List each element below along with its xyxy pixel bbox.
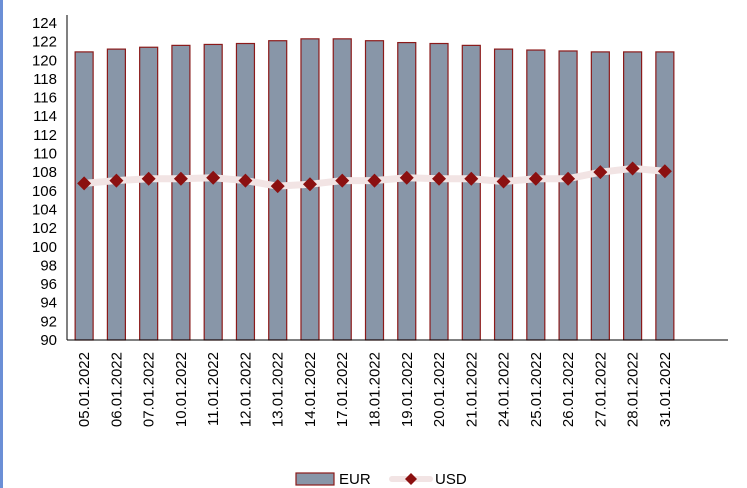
x-tick-label: 24.01.2022 [496,352,513,427]
x-tick-label: 27.01.2022 [592,352,609,427]
legend-swatch-usd-marker [405,473,417,485]
legend-label-eur: EUR [339,471,371,488]
y-tick-label: 110 [33,146,57,163]
eur-bar [526,49,546,341]
y-tick-label: 92 [40,313,57,330]
x-tick-label: 17.01.2022 [334,352,351,427]
eur-bar [106,48,126,341]
x-tick-label: 26.01.2022 [560,352,577,427]
usd-marker [625,161,640,176]
legend-swatch-eur [295,472,335,486]
y-tick-label: 90 [40,332,57,349]
legend: EUR USD [295,471,467,488]
y-tick-label: 100 [32,239,57,256]
eur-bar [74,51,94,341]
x-tick-label: 21.01.2022 [463,352,480,427]
usd-marker [109,173,124,188]
usd-marker [238,173,253,188]
y-tick-label: 120 [32,52,57,69]
eur-bar [397,41,417,341]
x-tick-label: 19.01.2022 [399,352,416,427]
eur-bar [623,51,643,341]
usd-marker [528,171,543,186]
x-tick-label: 06.01.2022 [108,352,125,427]
y-tick-label: 112 [33,127,57,144]
y-tick-label: 116 [33,90,57,107]
x-tick-label: 28.01.2022 [625,352,642,427]
usd-marker [206,170,221,185]
y-tick-label: 106 [32,183,57,200]
y-tick-label: 98 [40,257,57,274]
legend-label-usd: USD [435,471,467,488]
usd-marker [657,164,672,179]
usd-marker [367,173,382,188]
y-tick-label: 118 [33,71,57,88]
eur-bar [590,51,610,341]
eur-bar [171,44,191,341]
y-tick-label: 94 [40,295,57,312]
usd-marker [593,165,608,180]
x-tick-label: 18.01.2022 [367,352,384,427]
x-tick-label: 14.01.2022 [302,352,319,427]
usd-marker [77,176,92,191]
x-tick-label: 12.01.2022 [237,352,254,427]
y-tick-label: 102 [32,220,57,237]
usd-marker [561,171,576,186]
y-tick-label: 96 [40,276,57,293]
x-tick-label: 07.01.2022 [141,352,158,427]
eur-bar [364,40,385,341]
x-tick-label: 05.01.2022 [76,352,93,427]
usd-marker [496,174,511,189]
eur-bar [558,50,578,341]
usd-marker [141,171,156,186]
left-accent-bar [0,0,3,488]
usd-series [77,161,672,194]
x-tick-label: 11.01.2022 [205,352,222,426]
usd-marker [432,171,447,186]
usd-marker [173,171,188,186]
usd-marker [335,173,350,188]
y-tick-label: 122 [32,34,57,51]
eur-bar [203,43,223,341]
x-tick-label: 31.01.2022 [657,352,674,427]
usd-marker [302,177,317,192]
x-tick-label: 10.01.2022 [173,352,190,427]
eur-bar [461,44,481,341]
x-tick-label: 20.01.2022 [431,352,448,427]
x-tick-label: 13.01.2022 [270,352,287,427]
usd-marker [399,170,414,185]
y-tick-label: 108 [32,164,57,181]
y-tick-label: 124 [32,15,57,32]
y-tick-label: 114 [33,108,57,125]
eur-bar [139,46,159,341]
x-tick-label: 25.01.2022 [528,352,545,427]
eur-bar [429,42,449,341]
eur-bar [655,51,675,341]
usd-marker [270,179,285,194]
usd-marker [464,171,479,186]
y-tick-label: 104 [32,201,57,218]
eur-bar [332,38,352,341]
eur-bar [235,42,256,341]
eur-bars [74,38,675,341]
eur-bar [493,48,514,341]
